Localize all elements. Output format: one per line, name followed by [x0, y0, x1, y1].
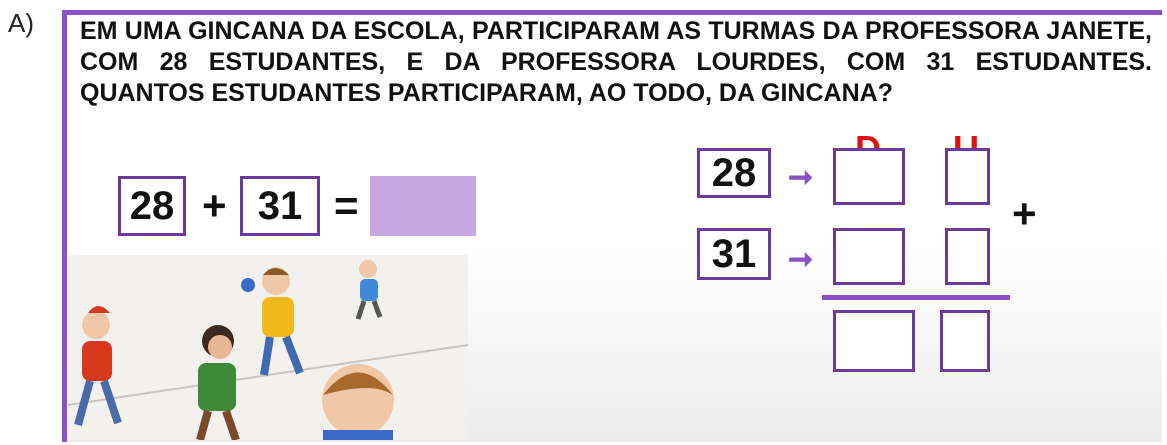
addend-box: 28: [118, 176, 186, 236]
arrow: ➞: [788, 160, 813, 195]
number-box: 31: [697, 228, 771, 280]
digit-box: [833, 148, 905, 205]
addend-box: 31: [240, 176, 320, 236]
arrow: ➞: [788, 242, 813, 277]
plus-sign: +: [202, 182, 227, 230]
result-box: [833, 310, 915, 372]
digit-box: [945, 228, 990, 285]
number-box: 28: [697, 148, 771, 198]
digit-box: [945, 148, 990, 205]
answer-box: [370, 176, 476, 236]
digit-box: [833, 228, 905, 285]
illustration: [68, 255, 468, 440]
question-text: EM UMA GINCANA DA ESCOLA, PARTICIPARAM A…: [80, 16, 1152, 109]
operator: +: [1012, 190, 1037, 238]
equals-sign: =: [334, 182, 359, 230]
sum-line: [822, 295, 1010, 300]
result-box: [940, 310, 990, 372]
item-label: A): [8, 8, 34, 39]
page: A) EM UMA GINCANA DA ESCOLA, PARTICIPARA…: [0, 0, 1167, 445]
